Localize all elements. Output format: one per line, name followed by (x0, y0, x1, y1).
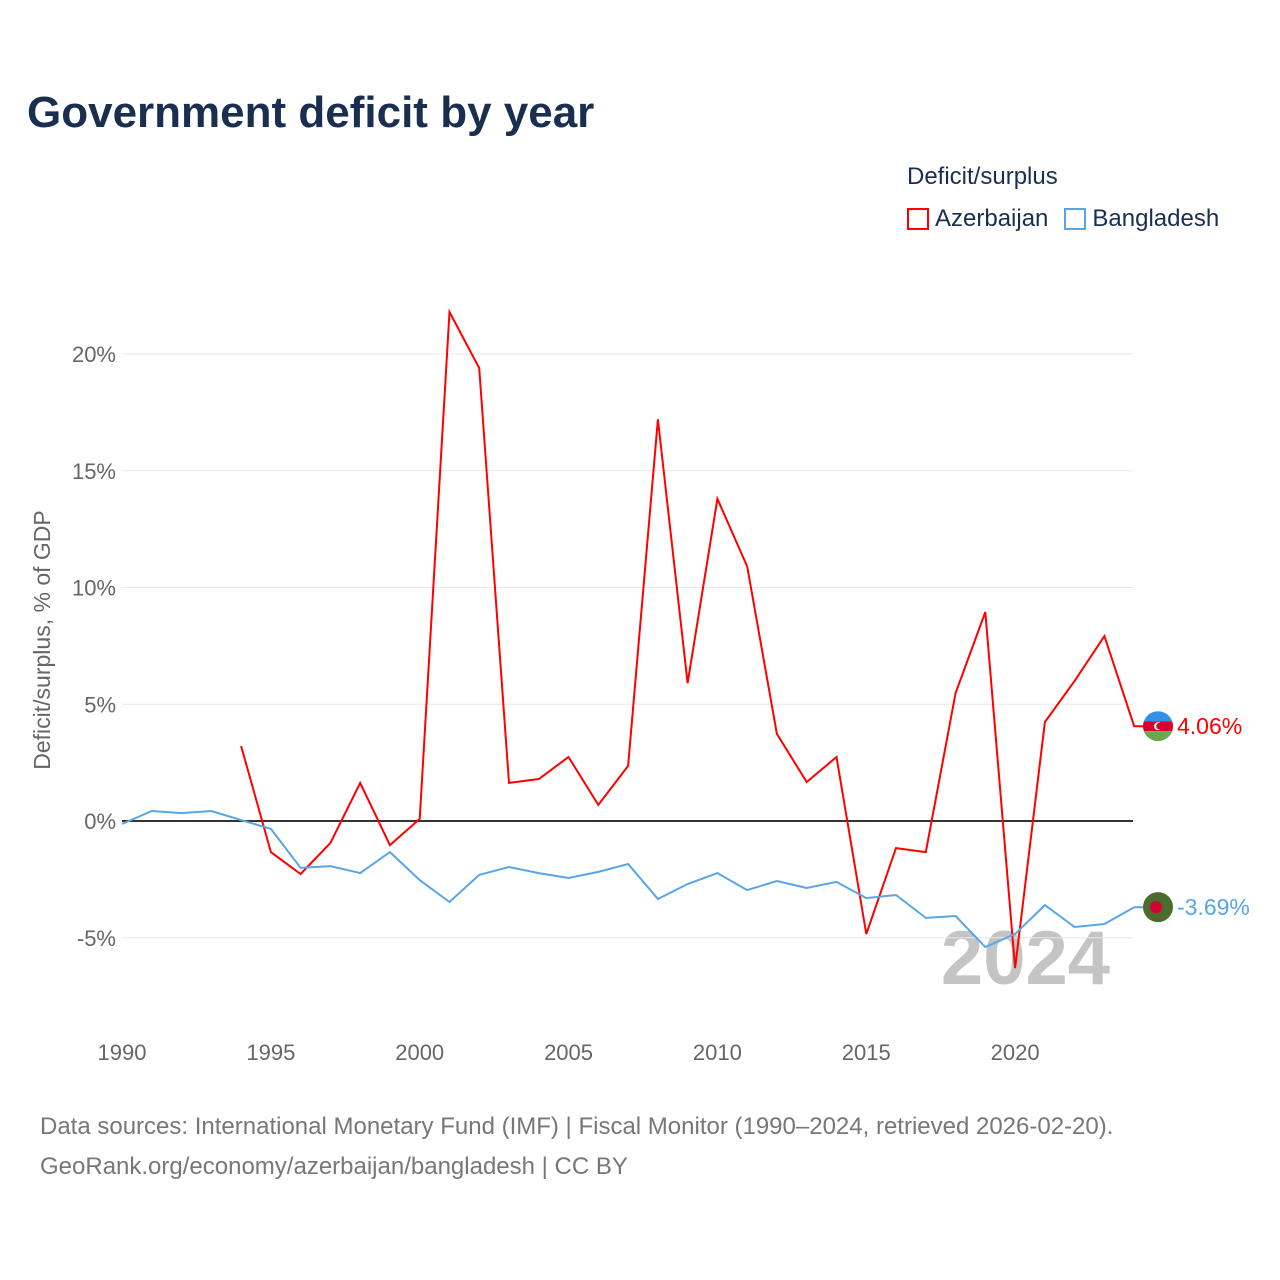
source-note: Data sources: International Monetary Fun… (40, 1107, 1113, 1187)
series-line-bangladesh (121, 809, 1146, 949)
x-tick-label: 2005 (544, 1040, 593, 1065)
y-tick-label: 10% (72, 576, 116, 601)
x-tick-label: 1995 (246, 1040, 295, 1065)
end-value-label: 4.06% (1177, 713, 1242, 739)
legend: Azerbaijan Bangladesh (907, 205, 1219, 233)
year-watermark: 2024 (941, 916, 1110, 1001)
legend-label: Azerbaijan (935, 205, 1049, 232)
azerbaijan-flag-icon (1143, 711, 1173, 742)
legend-swatch (1064, 208, 1087, 230)
x-tick-label: 2010 (693, 1040, 742, 1065)
y-tick-label: 0% (84, 809, 116, 834)
y-tick-label: 20% (72, 342, 116, 367)
x-tick-label: 1990 (98, 1040, 147, 1065)
y-tick-label: 15% (72, 459, 116, 484)
source-line: Data sources: International Monetary Fun… (40, 1113, 1114, 1140)
x-tick-label: 2020 (991, 1040, 1040, 1065)
y-tick-label: 5% (84, 692, 116, 717)
x-tick-label: 2000 (395, 1040, 444, 1065)
series-line-azerbaijan (240, 308, 1146, 969)
legend-item-azerbaijan[interactable]: Azerbaijan (907, 205, 1048, 233)
y-axis-label: Deficit/surplus, % of GDP (29, 510, 55, 769)
legend-label: Bangladesh (1092, 205, 1220, 232)
y-tick-label: -5% (77, 926, 116, 951)
source-line: GeoRank.org/economy/azerbaijan/banglades… (40, 1153, 628, 1180)
end-value-label: -3.69% (1177, 894, 1250, 920)
x-tick-label: 2015 (842, 1040, 891, 1065)
bangladesh-flag-disc (1150, 901, 1162, 914)
legend-title: Deficit/surplus (907, 163, 1058, 190)
legend-item-bangladesh[interactable]: Bangladesh (1064, 205, 1219, 233)
chart-title: Government deficit by year (27, 88, 595, 137)
legend-swatch (907, 208, 929, 230)
